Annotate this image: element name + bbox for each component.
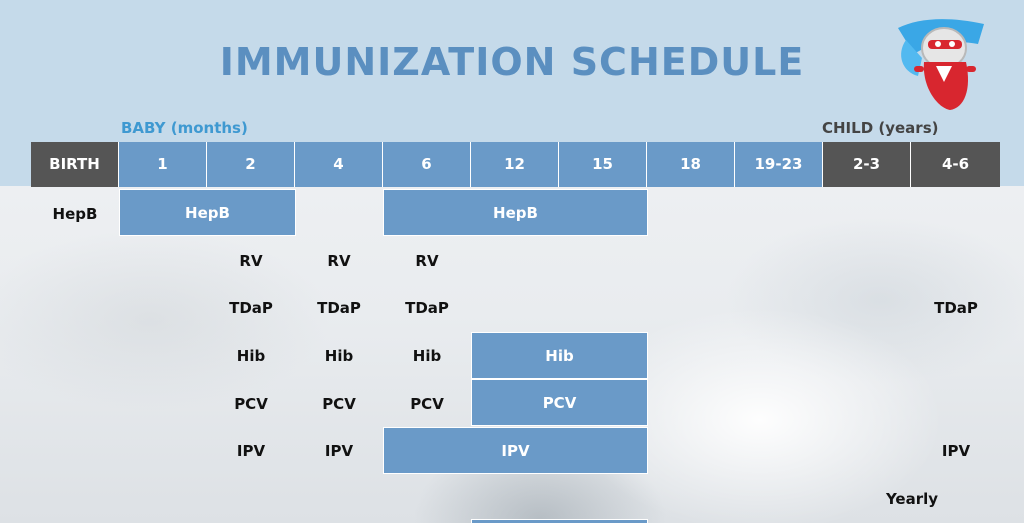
pcv-2: PCV <box>234 395 268 413</box>
age-12: 12 <box>471 142 559 187</box>
hib-4: Hib <box>324 347 354 365</box>
age-19-23: 19-23 <box>735 142 823 187</box>
yearly-label: Yearly <box>885 490 939 508</box>
ipv-bar-6-15: IPV <box>383 427 648 474</box>
tdap-2: TDaP <box>229 299 273 317</box>
age-4-6: 4-6 <box>911 142 1000 187</box>
hib-2: Hib <box>236 347 266 365</box>
hib-bar-12-15: Hib <box>471 332 648 379</box>
baby-months-label: BABY (months) <box>121 119 248 137</box>
hib-6: Hib <box>412 347 442 365</box>
age-birth: BIRTH <box>31 142 119 187</box>
hepb-bar-6-15: HepB <box>383 189 648 236</box>
age-4: 4 <box>295 142 383 187</box>
rv-2: RV <box>239 252 263 270</box>
pcv-6: PCV <box>410 395 444 413</box>
page-title: IMMUNIZATION SCHEDULE <box>219 40 805 84</box>
mascot-logo <box>898 19 984 110</box>
age-15: 15 <box>559 142 647 187</box>
rv-6: RV <box>415 252 439 270</box>
tdap-6: TDaP <box>405 299 449 317</box>
child-years-label: CHILD (years) <box>822 119 939 137</box>
partial-bar-bottom <box>471 519 648 523</box>
age-2-3: 2-3 <box>823 142 911 187</box>
hepb-birth: HepB <box>52 205 98 223</box>
ipv-2: IPV <box>236 442 266 460</box>
age-1: 1 <box>119 142 207 187</box>
tdap-4-6: TDaP <box>934 299 978 317</box>
tdap-4: TDaP <box>317 299 361 317</box>
hepb-bar-1-2: HepB <box>119 189 296 236</box>
pcv-bar-12-15: PCV <box>471 379 648 426</box>
pcv-4: PCV <box>322 395 356 413</box>
rv-4: RV <box>327 252 351 270</box>
ipv-4: IPV <box>324 442 354 460</box>
age-18: 18 <box>647 142 735 187</box>
age-6: 6 <box>383 142 471 187</box>
ipv-4-6: IPV <box>941 442 971 460</box>
age-2: 2 <box>207 142 295 187</box>
